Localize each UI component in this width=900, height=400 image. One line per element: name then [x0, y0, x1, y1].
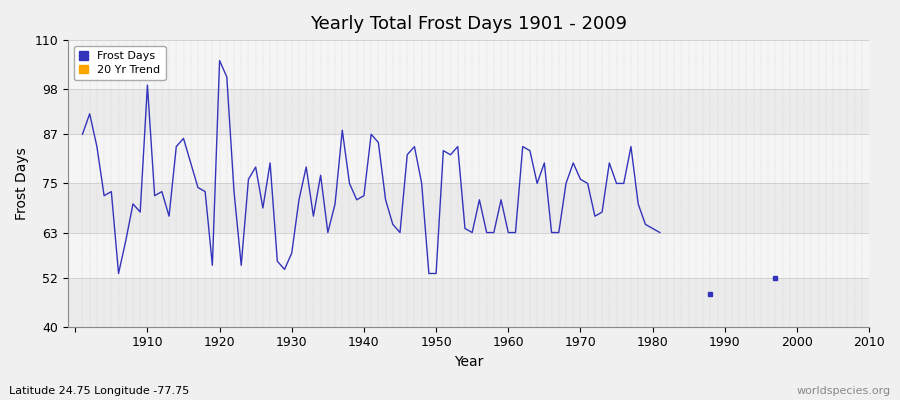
- X-axis label: Year: Year: [454, 355, 483, 369]
- Bar: [68, 40, 869, 89]
- Legend: Frost Days, 20 Yr Trend: Frost Days, 20 Yr Trend: [74, 46, 166, 80]
- Text: Latitude 24.75 Longitude -77.75: Latitude 24.75 Longitude -77.75: [9, 386, 189, 396]
- Bar: [68, 134, 869, 184]
- Text: worldspecies.org: worldspecies.org: [796, 386, 891, 396]
- Y-axis label: Frost Days: Frost Days: [15, 147, 29, 220]
- Bar: [68, 184, 869, 232]
- Bar: [68, 89, 869, 134]
- Bar: [68, 278, 869, 327]
- Title: Yearly Total Frost Days 1901 - 2009: Yearly Total Frost Days 1901 - 2009: [310, 15, 627, 33]
- Bar: [68, 232, 869, 278]
